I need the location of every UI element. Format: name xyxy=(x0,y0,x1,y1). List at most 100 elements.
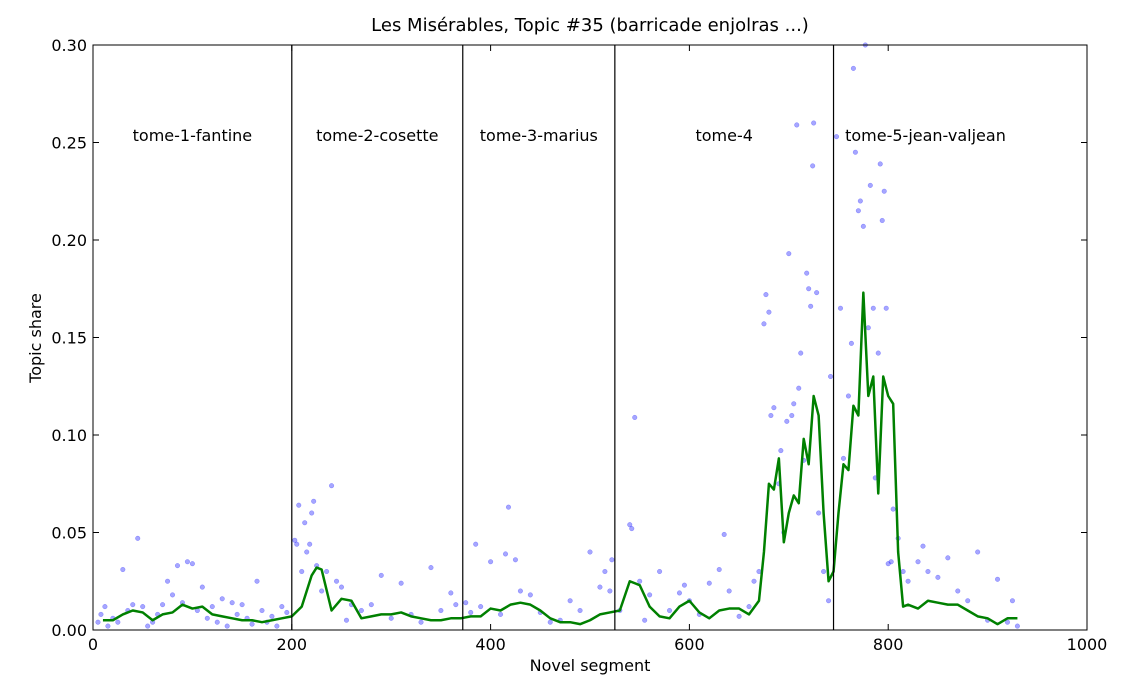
point xyxy=(676,590,683,596)
point xyxy=(786,251,792,257)
point xyxy=(850,65,856,71)
point xyxy=(840,455,847,461)
point xyxy=(219,596,225,602)
point xyxy=(214,619,220,625)
point xyxy=(837,305,844,311)
point xyxy=(784,418,790,424)
section-label: tome-2-cosette xyxy=(316,126,438,145)
point xyxy=(174,563,181,569)
point xyxy=(845,393,851,399)
point xyxy=(428,565,434,571)
point xyxy=(811,120,817,126)
point xyxy=(311,498,317,504)
point xyxy=(629,526,635,532)
point xyxy=(577,607,583,614)
point xyxy=(885,561,891,567)
y-tick-label: 0.15 xyxy=(51,329,87,348)
point xyxy=(879,217,885,224)
point xyxy=(229,600,235,606)
point xyxy=(771,405,777,411)
point xyxy=(463,600,469,606)
x-tick-label: 800 xyxy=(873,635,904,654)
point xyxy=(169,592,176,598)
point xyxy=(789,412,795,419)
point xyxy=(877,161,883,167)
point xyxy=(935,574,941,580)
point xyxy=(778,448,784,454)
point xyxy=(453,602,459,608)
point xyxy=(468,609,474,616)
y-tick-label: 0.20 xyxy=(51,231,87,250)
point xyxy=(160,602,166,608)
point xyxy=(833,134,840,140)
point xyxy=(105,623,111,629)
point xyxy=(681,582,687,588)
point xyxy=(848,340,854,346)
point xyxy=(642,617,648,623)
point xyxy=(239,602,245,608)
point xyxy=(292,537,298,543)
point xyxy=(398,580,404,586)
point xyxy=(602,568,608,575)
x-tick-label: 600 xyxy=(674,635,705,654)
point xyxy=(881,188,887,194)
point xyxy=(905,578,911,584)
point xyxy=(358,607,364,614)
point xyxy=(478,604,484,610)
point xyxy=(763,292,769,298)
point xyxy=(721,531,727,538)
point xyxy=(204,615,210,621)
point xyxy=(627,522,633,528)
point xyxy=(587,549,593,555)
point xyxy=(607,588,613,594)
point xyxy=(597,584,603,590)
point xyxy=(791,401,797,407)
point xyxy=(798,350,804,356)
x-axis-label: Novel segment xyxy=(530,656,651,675)
point xyxy=(120,567,126,573)
point xyxy=(994,576,1001,582)
point xyxy=(746,604,752,610)
point xyxy=(130,602,136,608)
point xyxy=(333,578,340,584)
x-tick-label: 1000 xyxy=(1067,635,1108,654)
point xyxy=(821,568,827,575)
point xyxy=(165,578,171,584)
point xyxy=(726,588,732,594)
point xyxy=(814,290,820,296)
point xyxy=(140,604,146,610)
point xyxy=(975,549,981,555)
smoothed-line xyxy=(102,291,1018,626)
section-label: tome-4 xyxy=(695,126,752,145)
point xyxy=(870,305,876,311)
point xyxy=(388,615,394,621)
point xyxy=(706,580,712,586)
point xyxy=(716,567,722,573)
point xyxy=(632,414,638,421)
point xyxy=(816,510,822,516)
point xyxy=(527,592,533,598)
point xyxy=(319,588,325,594)
point xyxy=(102,604,108,610)
point xyxy=(955,588,961,594)
point xyxy=(274,623,280,629)
point xyxy=(284,609,290,616)
point xyxy=(666,607,673,614)
point xyxy=(184,559,190,565)
point xyxy=(115,619,121,625)
point xyxy=(234,611,240,617)
point xyxy=(826,598,832,604)
y-tick-label: 0.10 xyxy=(51,426,87,445)
point xyxy=(920,543,926,549)
point xyxy=(98,611,104,617)
y-tick-label: 0.00 xyxy=(51,621,87,640)
point xyxy=(965,598,971,604)
point xyxy=(324,568,330,575)
point xyxy=(418,619,424,625)
point xyxy=(145,623,151,629)
point xyxy=(657,568,663,575)
section-label: tome-5-jean-valjean xyxy=(845,126,1006,145)
point xyxy=(796,385,802,391)
point xyxy=(900,568,906,575)
